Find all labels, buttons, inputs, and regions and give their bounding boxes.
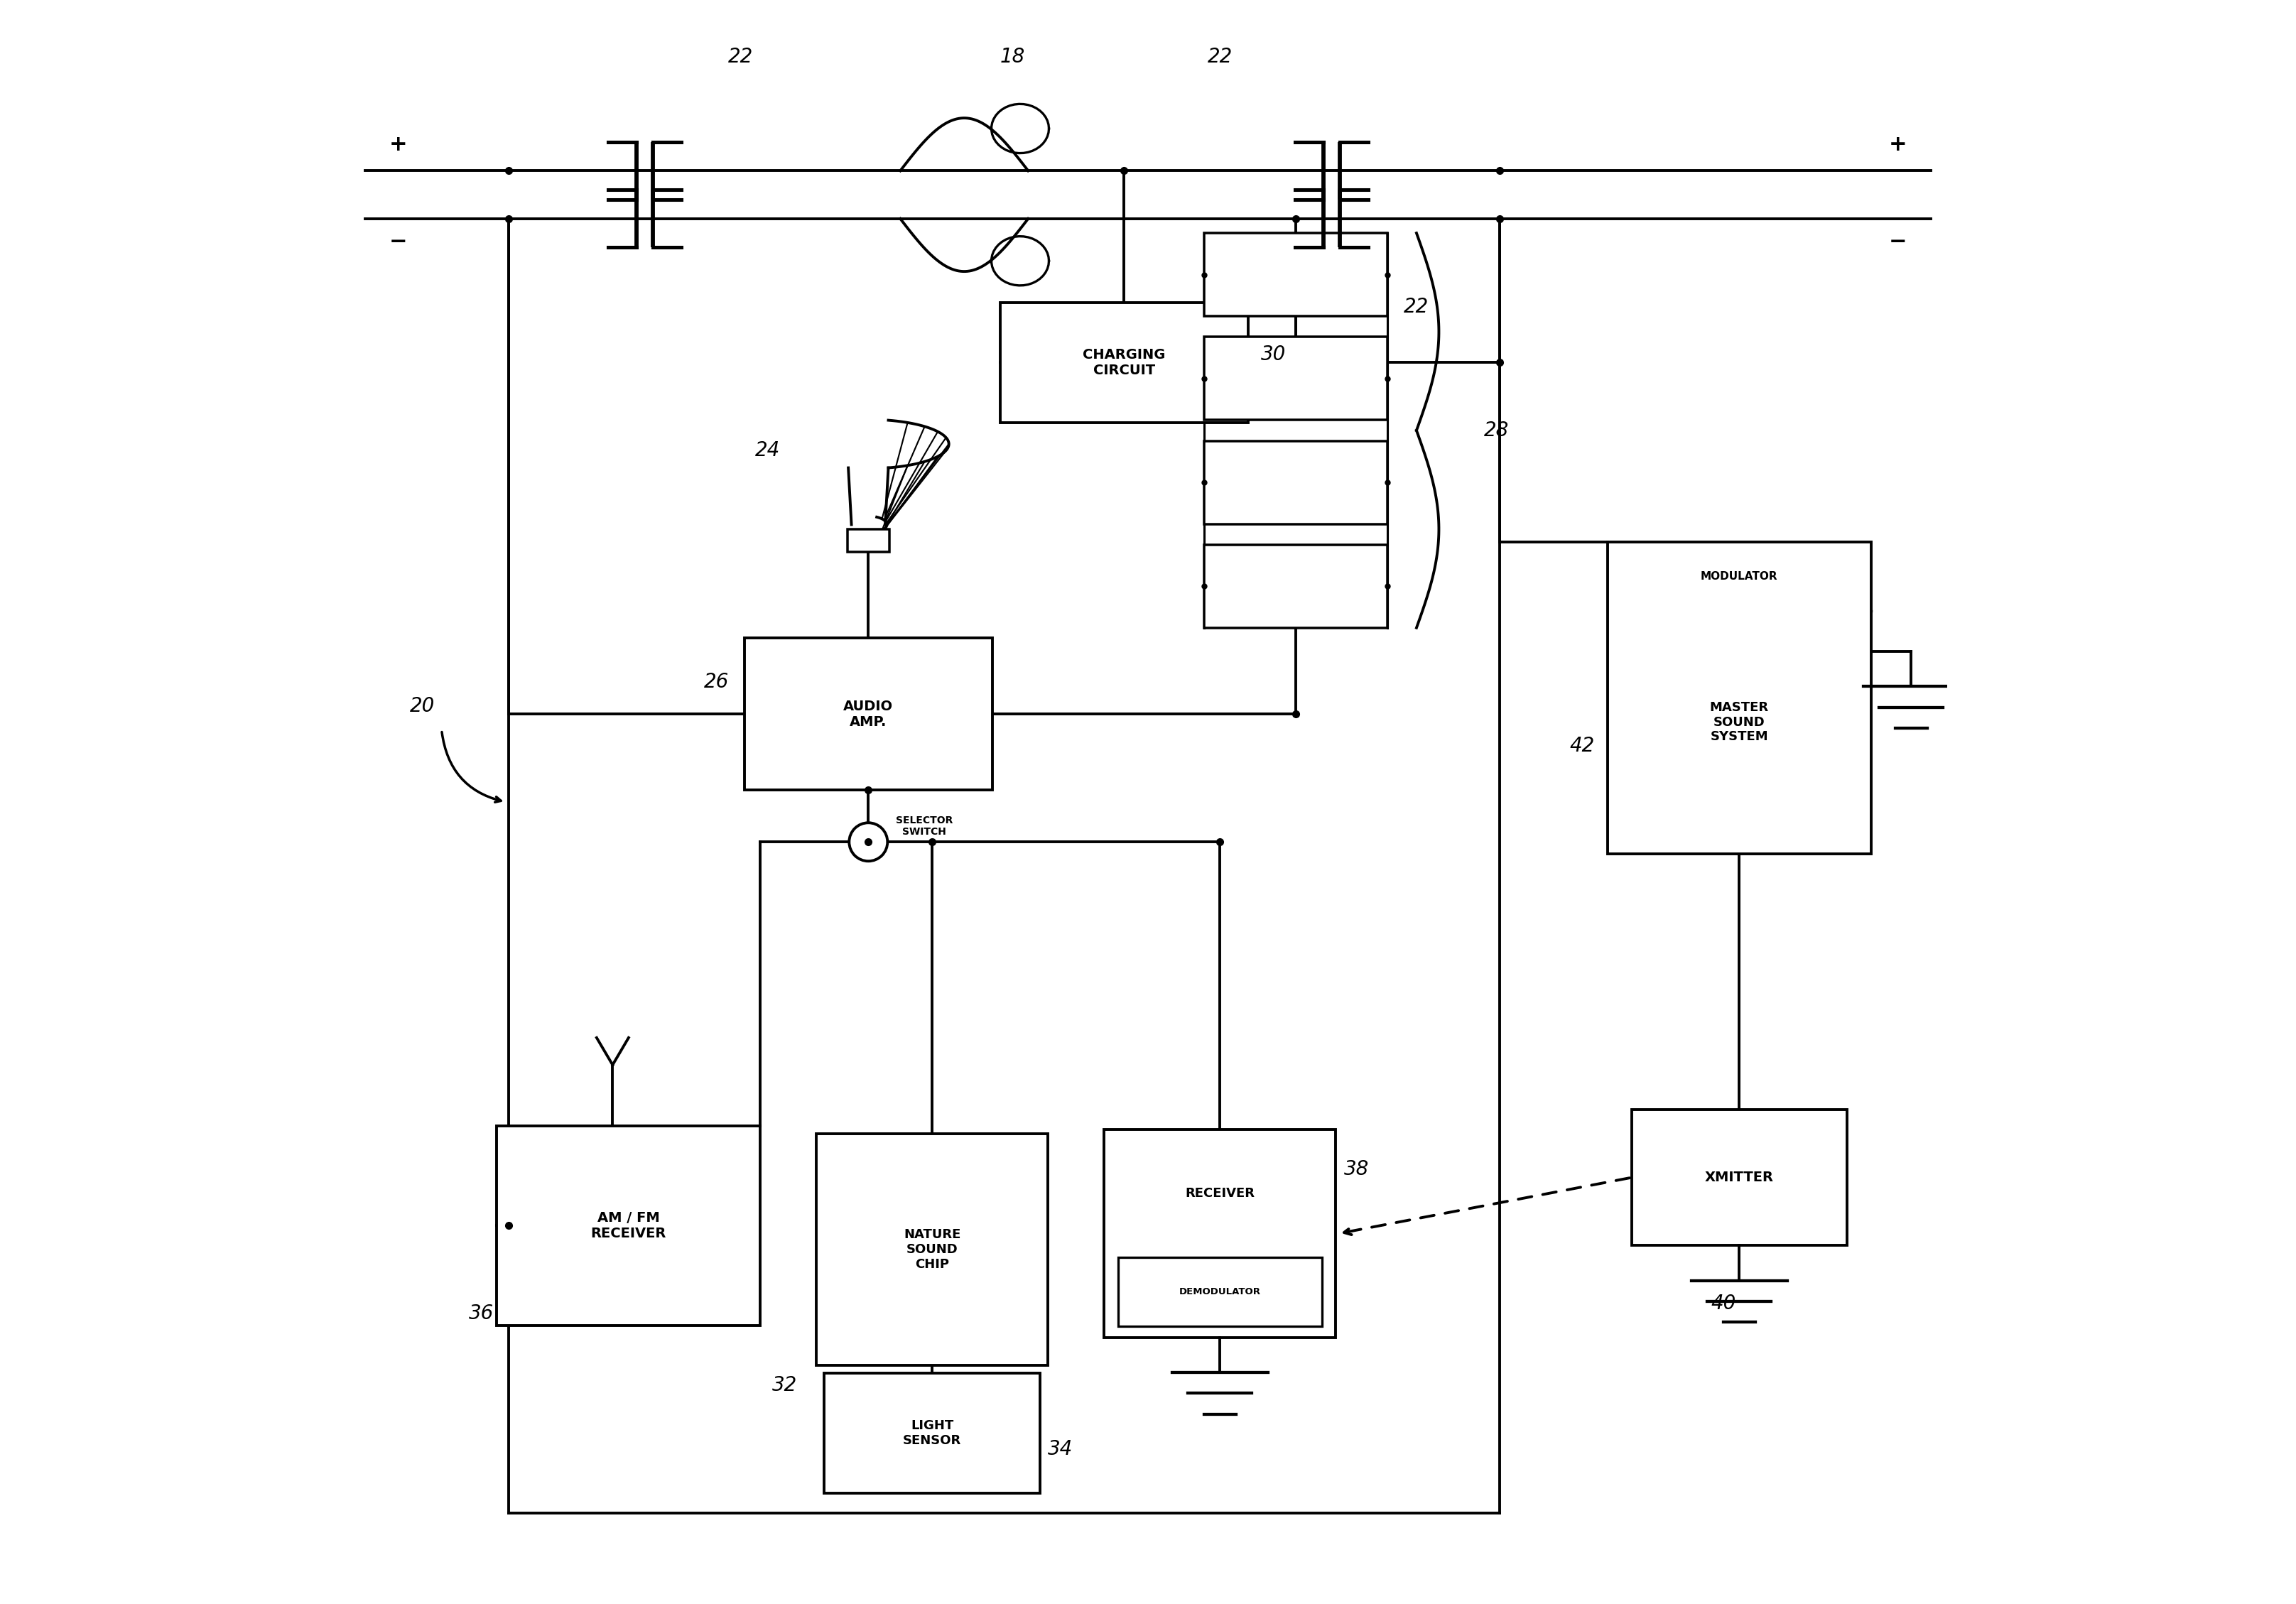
Text: 22: 22 [1208, 47, 1233, 67]
Bar [824, 1373, 1040, 1493]
Text: 30: 30 [1261, 345, 1286, 364]
Text: XMITTER: XMITTER [1706, 1171, 1775, 1184]
Text: AUDIO
AMP.: AUDIO AMP. [843, 699, 893, 728]
Text: −: − [388, 231, 406, 252]
Bar [744, 638, 992, 791]
Text: +: + [388, 135, 406, 154]
Text: 40: 40 [1711, 1293, 1736, 1314]
Text: MASTER
SOUND
SYSTEM: MASTER SOUND SYSTEM [1711, 701, 1768, 743]
Text: 24: 24 [755, 441, 781, 460]
Bar [1203, 545, 1387, 627]
Bar [1118, 1258, 1322, 1327]
Text: LIGHT
SENSOR: LIGHT SENSOR [902, 1420, 962, 1447]
Bar [496, 1126, 760, 1325]
Bar [1104, 1129, 1336, 1338]
Text: 26: 26 [705, 672, 730, 691]
Bar [1632, 1110, 1848, 1245]
Circle shape [850, 823, 889, 861]
Text: 28: 28 [1483, 420, 1508, 441]
Text: MODULATOR: MODULATOR [1701, 571, 1777, 582]
Text: 22: 22 [1403, 297, 1428, 316]
Text: +: + [1890, 135, 1908, 154]
Bar [1607, 542, 1871, 853]
Bar [817, 1134, 1047, 1365]
Text: NATURE
SOUND
CHIP: NATURE SOUND CHIP [905, 1229, 960, 1270]
Text: 18: 18 [999, 47, 1024, 67]
Text: −: − [1890, 231, 1908, 252]
Bar [1203, 337, 1387, 420]
Text: 42: 42 [1570, 736, 1596, 755]
Text: 22: 22 [728, 47, 753, 67]
Text: CHARGING
CIRCUIT: CHARGING CIRCUIT [1084, 348, 1166, 377]
Text: DEMODULATOR: DEMODULATOR [1180, 1286, 1261, 1296]
Bar [847, 529, 889, 552]
Text: 38: 38 [1343, 1160, 1368, 1179]
Text: RECEIVER: RECEIVER [1185, 1187, 1254, 1200]
Text: 36: 36 [468, 1304, 494, 1323]
Bar [1001, 303, 1249, 422]
Bar [1203, 441, 1387, 525]
Text: AM / FM
RECEIVER: AM / FM RECEIVER [590, 1211, 666, 1240]
Text: 34: 34 [1047, 1439, 1072, 1460]
Text: 32: 32 [771, 1375, 797, 1395]
Text: 20: 20 [409, 696, 434, 715]
Bar [1203, 233, 1387, 316]
Text: SELECTOR
SWITCH: SELECTOR SWITCH [895, 816, 953, 837]
